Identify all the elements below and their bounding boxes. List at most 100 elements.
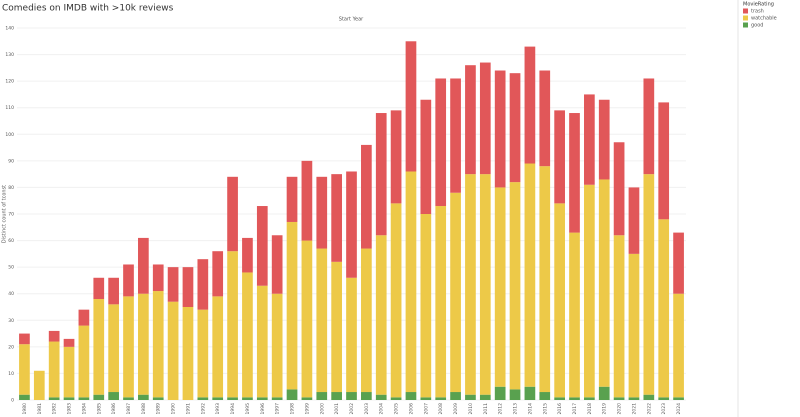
bar-segment <box>331 392 342 400</box>
y-tick-label: 10 <box>8 371 14 377</box>
bar-segment <box>256 397 268 400</box>
x-tick-label: 2018 <box>587 403 593 415</box>
bar-segment <box>212 251 224 297</box>
legend-swatch <box>743 15 748 21</box>
bar-segment <box>390 397 402 400</box>
bar-segment <box>301 240 313 398</box>
bar-segment <box>465 65 476 175</box>
bar-segment <box>19 344 30 395</box>
bar-segment <box>509 182 521 390</box>
y-tick-label: 70 <box>8 212 14 218</box>
bar-segment <box>598 179 610 387</box>
bar-segment <box>643 78 655 175</box>
bar-segment <box>152 397 164 400</box>
x-tick-label: 1985 <box>96 403 102 415</box>
bar-segment <box>569 113 580 233</box>
bar-segment <box>375 394 387 400</box>
bar-segment <box>78 397 90 400</box>
x-tick-label: 1994 <box>230 403 236 415</box>
x-tick-label: 1982 <box>52 403 58 415</box>
x-tick-label: 2022 <box>646 403 652 415</box>
y-tick-label: 50 <box>8 265 14 271</box>
y-tick-label: 120 <box>5 79 14 85</box>
x-tick-label: 2021 <box>631 403 637 415</box>
bar-segment <box>346 171 357 278</box>
bar-segment <box>93 299 105 395</box>
x-tick-label: 2011 <box>483 403 489 415</box>
x-tick-label: 2009 <box>453 403 459 415</box>
bar-segment <box>554 397 565 400</box>
bar-segment <box>361 392 372 400</box>
bar-segment <box>63 346 75 398</box>
x-tick-label: 1999 <box>304 403 310 415</box>
bar-segment <box>123 296 134 398</box>
x-tick-label: 2006 <box>408 403 414 415</box>
bar-segment <box>390 203 402 398</box>
bar-segment <box>420 99 432 214</box>
x-tick-label: 2020 <box>617 403 623 415</box>
bar-segment <box>212 397 224 400</box>
bar-segment <box>271 397 283 400</box>
bar-segment <box>494 386 506 400</box>
bar-segment <box>628 253 640 398</box>
bar-segment <box>227 397 238 400</box>
bar-segment <box>584 184 595 398</box>
bar-segment <box>450 192 461 393</box>
x-tick-label: 1990 <box>171 403 177 415</box>
bar-segment <box>673 232 684 294</box>
bar-segment <box>569 397 580 400</box>
bar-segment <box>673 293 684 398</box>
bar-segment <box>108 277 119 305</box>
x-tick-label: 2013 <box>513 403 519 415</box>
bar-segment <box>435 78 447 207</box>
y-tick-label: 90 <box>8 158 14 164</box>
bar-segment <box>435 206 447 398</box>
y-tick-label: 20 <box>8 344 14 350</box>
bar-segment <box>63 397 75 400</box>
bar-segment <box>539 166 551 393</box>
y-tick-label: 60 <box>8 238 14 244</box>
bar-segment <box>539 70 551 167</box>
bar-segment <box>286 389 298 400</box>
x-tick-label: 1997 <box>275 403 281 415</box>
legend-swatch <box>743 8 748 14</box>
x-tick-label: 1988 <box>141 403 147 415</box>
bar-segment <box>524 386 536 400</box>
bar-segment <box>48 341 60 398</box>
x-tick-label: 2002 <box>349 403 355 415</box>
bar-segment <box>242 272 253 398</box>
x-tick-label: 2000 <box>319 403 325 415</box>
y-tick-label: 0 <box>11 398 14 404</box>
bar-segment <box>375 235 387 395</box>
bar-segment <box>554 203 565 398</box>
bar-segment <box>346 392 357 400</box>
bar-segment <box>524 163 536 387</box>
bar-segment <box>494 70 506 188</box>
x-tick-label: 2023 <box>661 403 667 415</box>
bar-segment <box>138 394 149 400</box>
bar-segment <box>509 389 521 400</box>
bar-segment <box>450 392 461 400</box>
x-tick-label: 1996 <box>260 403 266 415</box>
x-tick-label: 2001 <box>334 403 340 415</box>
bar-segment <box>435 397 447 400</box>
y-tick-label: 100 <box>5 132 14 138</box>
legend-label: good <box>751 23 763 29</box>
bar-segment <box>420 214 432 398</box>
bar-segment <box>212 296 224 398</box>
bar-segment <box>628 187 640 254</box>
bar-segment <box>256 285 268 398</box>
bar-segment <box>509 73 521 183</box>
x-tick-label: 2024 <box>676 403 682 415</box>
x-tick-label: 1987 <box>126 403 132 415</box>
x-tick-label: 1981 <box>37 403 43 415</box>
bar-segment <box>613 142 625 236</box>
bar-segment <box>93 277 105 300</box>
bar-segment <box>331 261 342 393</box>
y-tick-label: 130 <box>5 52 14 58</box>
y-tick-label: 140 <box>5 26 14 32</box>
x-tick-label: 2012 <box>498 403 504 415</box>
x-tick-label: 1986 <box>111 403 117 415</box>
bar-segment <box>138 237 149 294</box>
bar-segment <box>167 267 179 302</box>
